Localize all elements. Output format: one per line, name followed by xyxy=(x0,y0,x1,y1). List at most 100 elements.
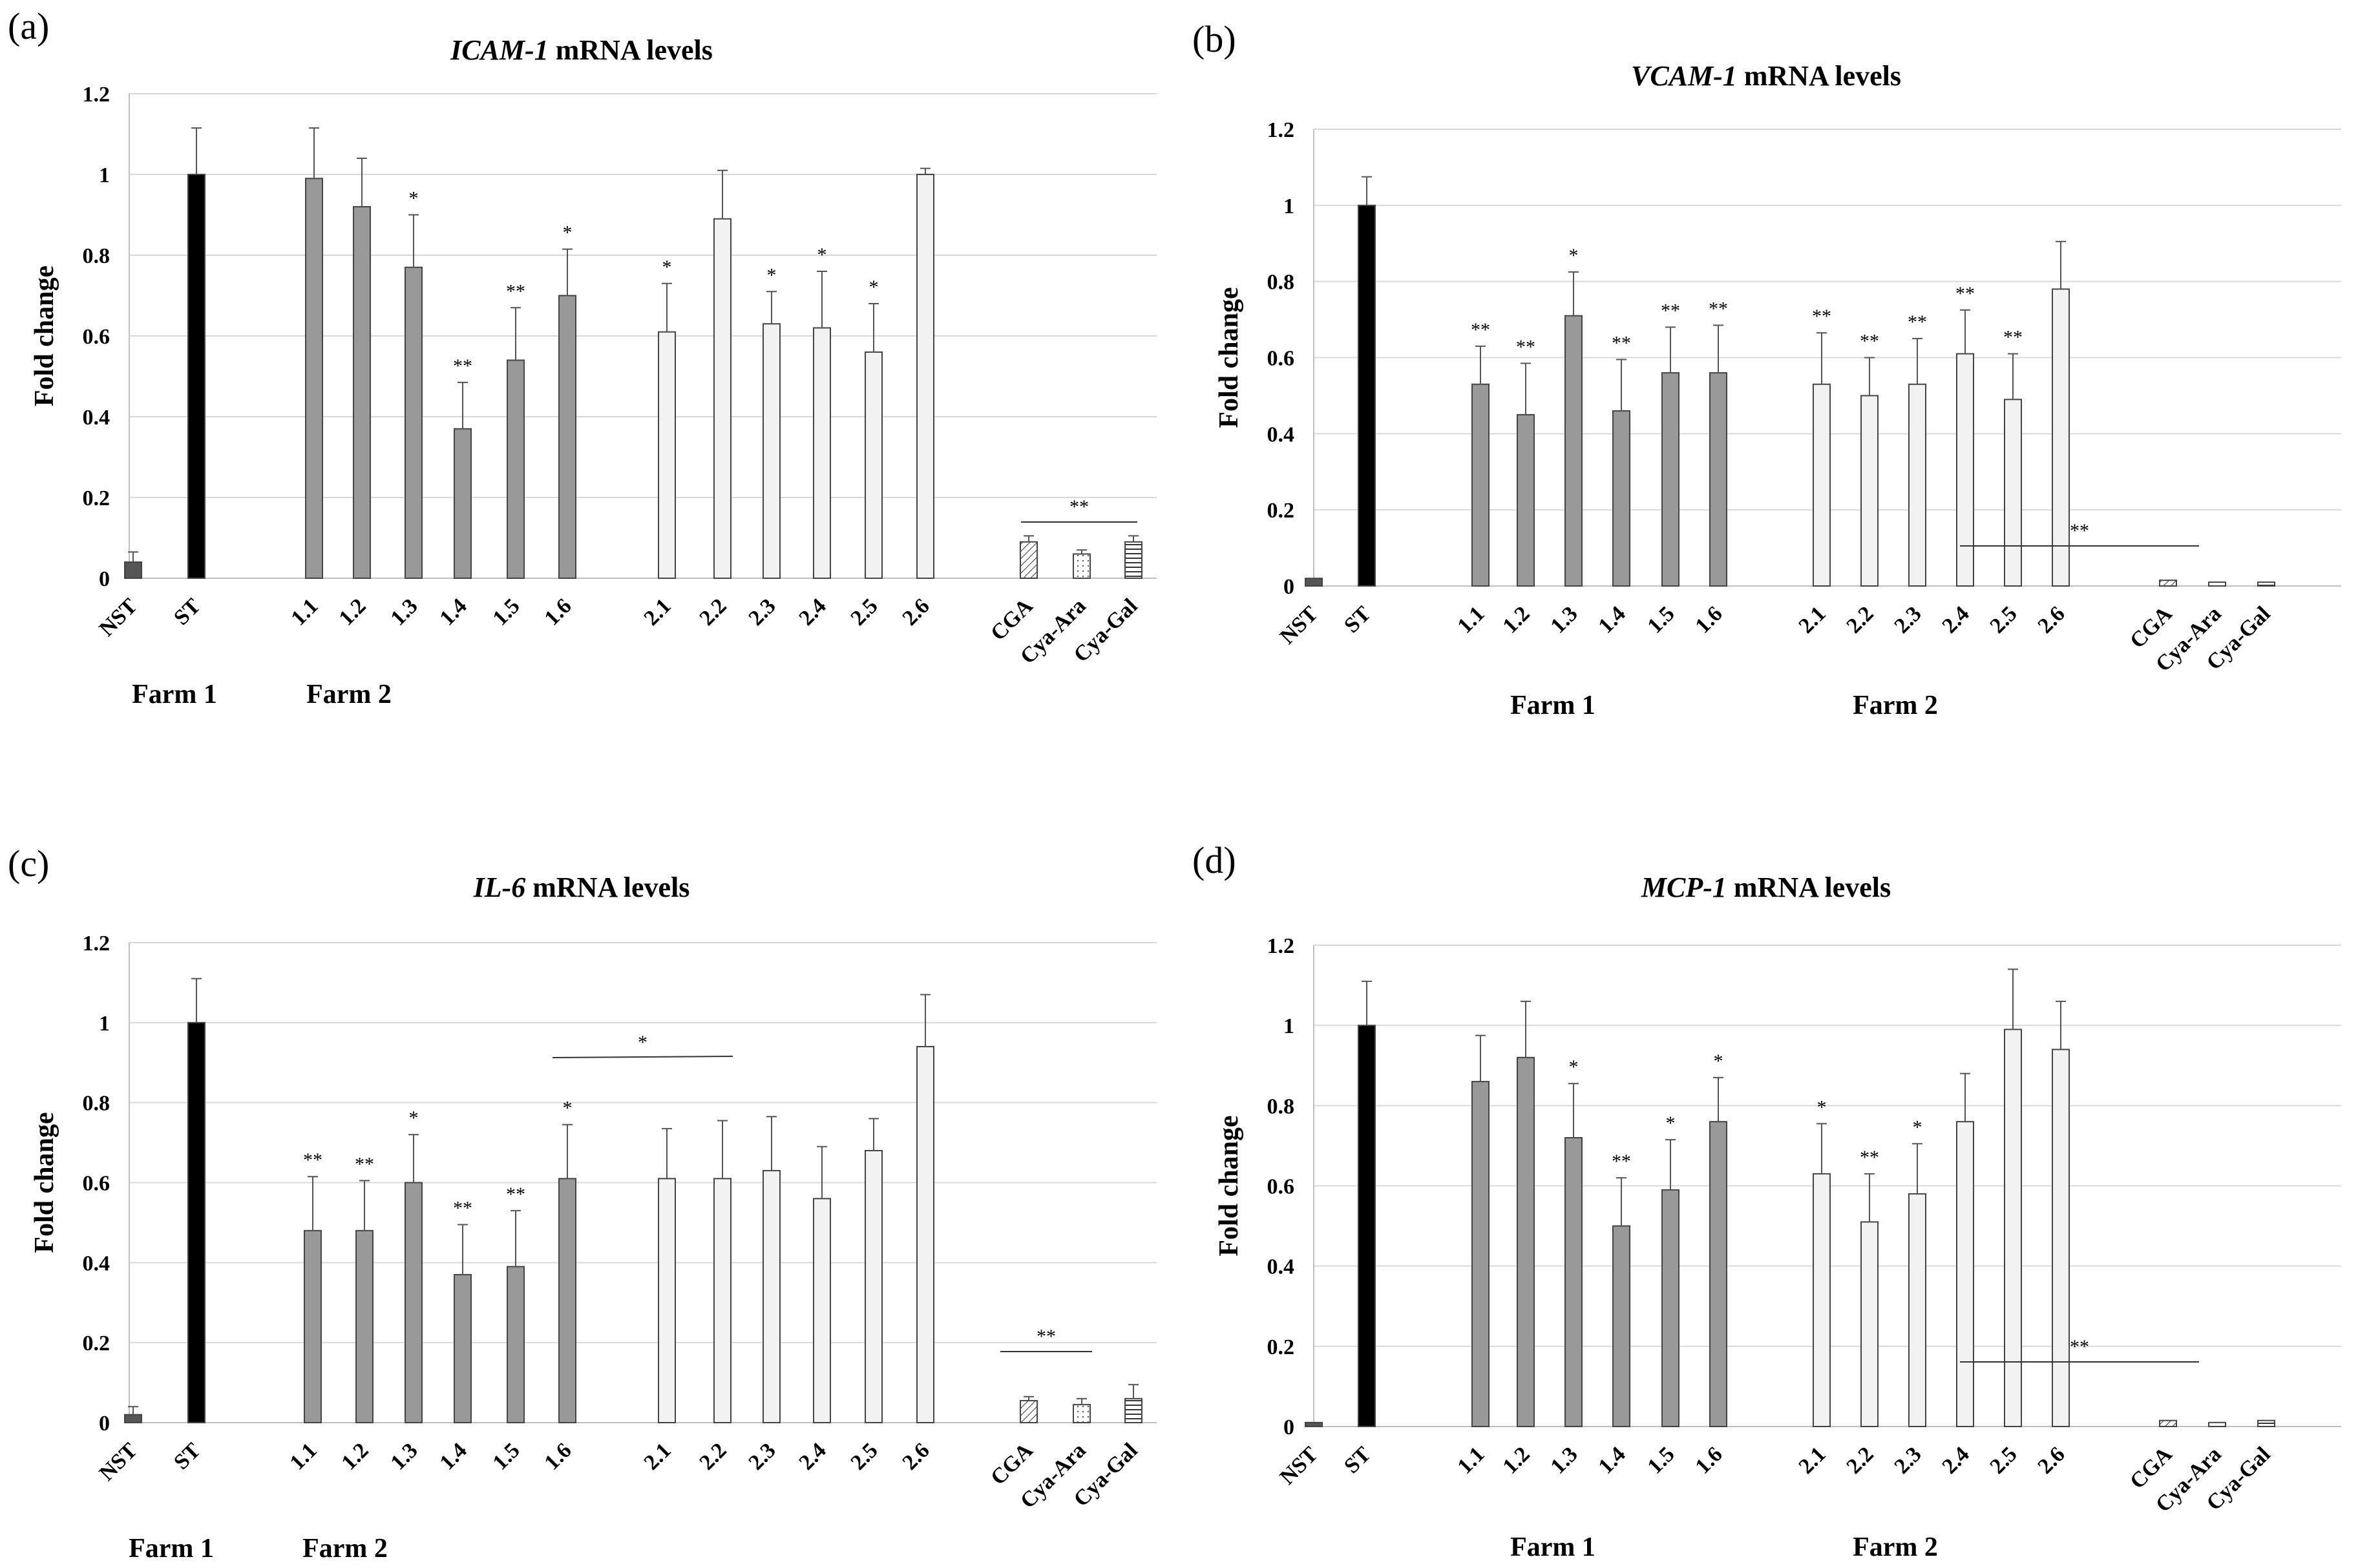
chart-title: ICAM-1 mRNA levels xyxy=(450,34,713,66)
x-tick-label: 2.5 xyxy=(1985,1442,2021,1478)
bar-NST xyxy=(124,561,142,579)
y-axis-label: Fold change xyxy=(1214,287,1244,428)
group-significance-mark: ** xyxy=(2070,1336,2089,1357)
bar-2.5 xyxy=(2004,1029,2022,1427)
x-tick-label: 1.4 xyxy=(1594,601,1630,638)
y-tick-label: 0 xyxy=(1283,575,1294,599)
bar-ST xyxy=(1358,204,1376,587)
bar-ST xyxy=(187,174,205,579)
x-tick-label: 2.2 xyxy=(1842,601,1878,638)
x-tick-label: 2.1 xyxy=(1794,1442,1830,1478)
significance-mark: ** xyxy=(506,280,525,302)
y-tick-label: 0.4 xyxy=(83,1251,111,1275)
chart-title-gene: MCP-1 xyxy=(1641,872,1727,903)
significance-mark: ** xyxy=(1860,331,1879,352)
significance-mark: ** xyxy=(506,1184,525,1205)
significance-mark: ** xyxy=(2003,327,2023,348)
y-tick-label: 0.4 xyxy=(1267,423,1295,446)
bar-1.3 xyxy=(405,1182,423,1423)
bar-2.3 xyxy=(1908,383,1926,587)
significance-mark: * xyxy=(1714,1051,1723,1072)
farm2-significance-mark: * xyxy=(638,1032,648,1053)
significance-mark: ** xyxy=(303,1149,322,1171)
x-tick-label: 1.6 xyxy=(1690,601,1727,638)
bar-2.4 xyxy=(813,327,831,579)
bar-1.3 xyxy=(1564,315,1583,587)
significance-mark: * xyxy=(767,264,777,286)
significance-mark: ** xyxy=(1612,332,1631,353)
group-label-farm-2: Farm 2 xyxy=(306,680,392,709)
group-label-farm-1: Farm 1 xyxy=(1510,691,1595,720)
x-tick-label: 2.3 xyxy=(1890,1442,1926,1478)
bar-2.6 xyxy=(2052,1049,2070,1427)
x-tick-label: 2.3 xyxy=(744,1438,780,1474)
x-tick-label: 1.3 xyxy=(386,1438,422,1474)
farm2-significance-line xyxy=(552,1056,733,1058)
y-tick-label: 0.8 xyxy=(83,244,111,268)
bar-Cya-Gal xyxy=(2257,581,2275,587)
bar-1.5 xyxy=(1661,372,1679,587)
bar-Cya-Gal xyxy=(2257,1419,2275,1427)
y-tick-label: 0 xyxy=(99,1412,110,1436)
bar-2.2 xyxy=(1860,395,1879,587)
chart-title-suffix: mRNA levels xyxy=(1727,872,1891,903)
x-tick-label: 1.4 xyxy=(435,594,471,630)
significance-mark: * xyxy=(1913,1116,1922,1138)
x-tick-label: 2.1 xyxy=(639,1438,675,1474)
bar-1.4 xyxy=(454,1273,472,1423)
y-tick-label: 1.2 xyxy=(1267,934,1295,958)
panel-label: (d) xyxy=(1192,839,1236,881)
bar-1.1 xyxy=(1471,1081,1490,1428)
bar-2.6 xyxy=(916,1045,934,1423)
bar-2.1 xyxy=(658,1178,676,1424)
significance-mark: ** xyxy=(1471,319,1490,340)
chart-panel-b: (b) VCAM-1 mRNA levels 0 0.2 0.4 0.6 0.8 1 1.2 Fo… xyxy=(1184,0,2369,784)
bar-1.2 xyxy=(353,206,371,579)
x-tick-label: 2.5 xyxy=(846,1438,882,1474)
x-tick-label: 1.6 xyxy=(1690,1442,1727,1478)
bar-ST xyxy=(1358,1025,1376,1427)
y-tick-label: 1.2 xyxy=(1267,118,1295,142)
x-tick-label: ST xyxy=(169,594,205,630)
chart-title-suffix: mRNA levels xyxy=(549,34,713,66)
bar-1.6 xyxy=(558,295,576,579)
bar-2.2 xyxy=(713,218,732,579)
x-tick-label: 1.5 xyxy=(488,1438,524,1474)
y-axis-label: Fold change xyxy=(30,266,59,406)
x-tick-label: 1.1 xyxy=(1453,601,1489,638)
x-tick-label: 2.2 xyxy=(1842,1442,1878,1478)
bar-1.6 xyxy=(1709,372,1727,587)
bar-1.3 xyxy=(405,266,423,579)
group-significance-mark: ** xyxy=(1069,496,1089,517)
y-axis-label: Fold change xyxy=(1214,1115,1244,1256)
y-tick-label: 1 xyxy=(1283,1014,1294,1038)
bar-2.2 xyxy=(713,1178,732,1424)
x-tick-label: ST xyxy=(1340,601,1376,638)
y-tick-label: 1 xyxy=(1283,194,1294,218)
chart-panel-a: (a) ICAM-1 mRNA levels 0 0.2 0.4 0.6 0.8 1 1.2 Fo… xyxy=(0,0,1184,784)
group-label-farm-2: Farm 2 xyxy=(1853,1532,1938,1562)
bar-2.3 xyxy=(763,1169,781,1423)
significance-mark: ** xyxy=(1709,298,1728,319)
x-tick-label: ST xyxy=(1340,1442,1376,1478)
x-tick-label: 2.1 xyxy=(1794,601,1830,638)
bar-Cya-Ara xyxy=(1073,1404,1091,1424)
x-tick-label: 1.3 xyxy=(386,594,422,630)
bar-Cya-Ara xyxy=(1073,553,1091,579)
bar-1.4 xyxy=(1612,1225,1630,1427)
chart-title: VCAM-1 mRNA levels xyxy=(1631,60,1901,92)
bar-NST xyxy=(1305,1421,1323,1428)
x-tick-label: 2.6 xyxy=(898,594,934,630)
bar-1.6 xyxy=(558,1178,576,1424)
y-tick-label: 0 xyxy=(99,567,110,591)
bar-CGA xyxy=(1020,1399,1038,1424)
x-tick-label: 2.4 xyxy=(794,1438,830,1474)
significance-mark: * xyxy=(1817,1096,1827,1118)
bar-2.5 xyxy=(865,1149,883,1423)
chart-title-gene: ICAM-1 xyxy=(450,34,549,66)
bar-1.4 xyxy=(454,428,472,579)
x-tick-label: 1.6 xyxy=(540,1438,576,1474)
x-tick-label: NST xyxy=(95,1438,142,1485)
chart-title-suffix: mRNA levels xyxy=(1737,60,1901,92)
group-label-farm-2: Farm 2 xyxy=(1853,691,1938,720)
